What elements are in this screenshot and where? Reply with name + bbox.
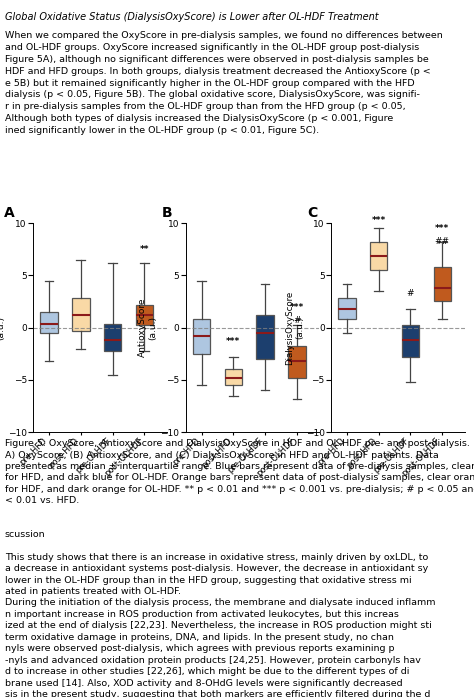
PathPatch shape <box>370 242 387 270</box>
Text: ***: *** <box>226 337 240 346</box>
Text: ##: ## <box>435 237 450 246</box>
Text: Figure 5. OxyScore, AntioxyScore and DialysisOxyScore in HDF and OL-HDF pre- and: Figure 5. OxyScore, AntioxyScore and Dia… <box>5 439 474 505</box>
Text: ***: *** <box>372 216 386 225</box>
PathPatch shape <box>402 325 419 357</box>
PathPatch shape <box>288 346 306 378</box>
PathPatch shape <box>40 312 58 333</box>
PathPatch shape <box>434 267 451 301</box>
Text: ***: *** <box>435 224 449 233</box>
Text: B: B <box>162 206 172 220</box>
PathPatch shape <box>225 369 242 385</box>
PathPatch shape <box>136 305 153 325</box>
Text: C: C <box>307 206 317 220</box>
PathPatch shape <box>256 315 274 359</box>
Text: #: # <box>293 316 301 325</box>
Text: A: A <box>4 206 15 220</box>
PathPatch shape <box>193 319 210 354</box>
Y-axis label: AntioxyScore
(a.u.): AntioxyScore (a.u.) <box>138 298 158 358</box>
Text: #: # <box>407 289 414 298</box>
Text: ***: *** <box>290 303 304 312</box>
PathPatch shape <box>338 298 356 319</box>
Text: scussion

This study shows that there is an increase in oxidative stress, mainly: scussion This study shows that there is … <box>5 530 435 697</box>
PathPatch shape <box>72 298 90 331</box>
Y-axis label: DialysisOxyScore
(a.u.): DialysisOxyScore (a.u.) <box>285 291 304 365</box>
Text: When we compared the OxyScore in pre-dialysis samples, we found no differences b: When we compared the OxyScore in pre-dia… <box>5 31 443 135</box>
Text: **: ** <box>140 245 149 254</box>
PathPatch shape <box>104 325 121 351</box>
Y-axis label: OxyScore
(a.u.): OxyScore (a.u.) <box>0 306 5 349</box>
Text: Global Oxidative Status (DialysisOxyScore) is Lower after OL-HDF Treatment: Global Oxidative Status (DialysisOxyScor… <box>5 13 378 22</box>
